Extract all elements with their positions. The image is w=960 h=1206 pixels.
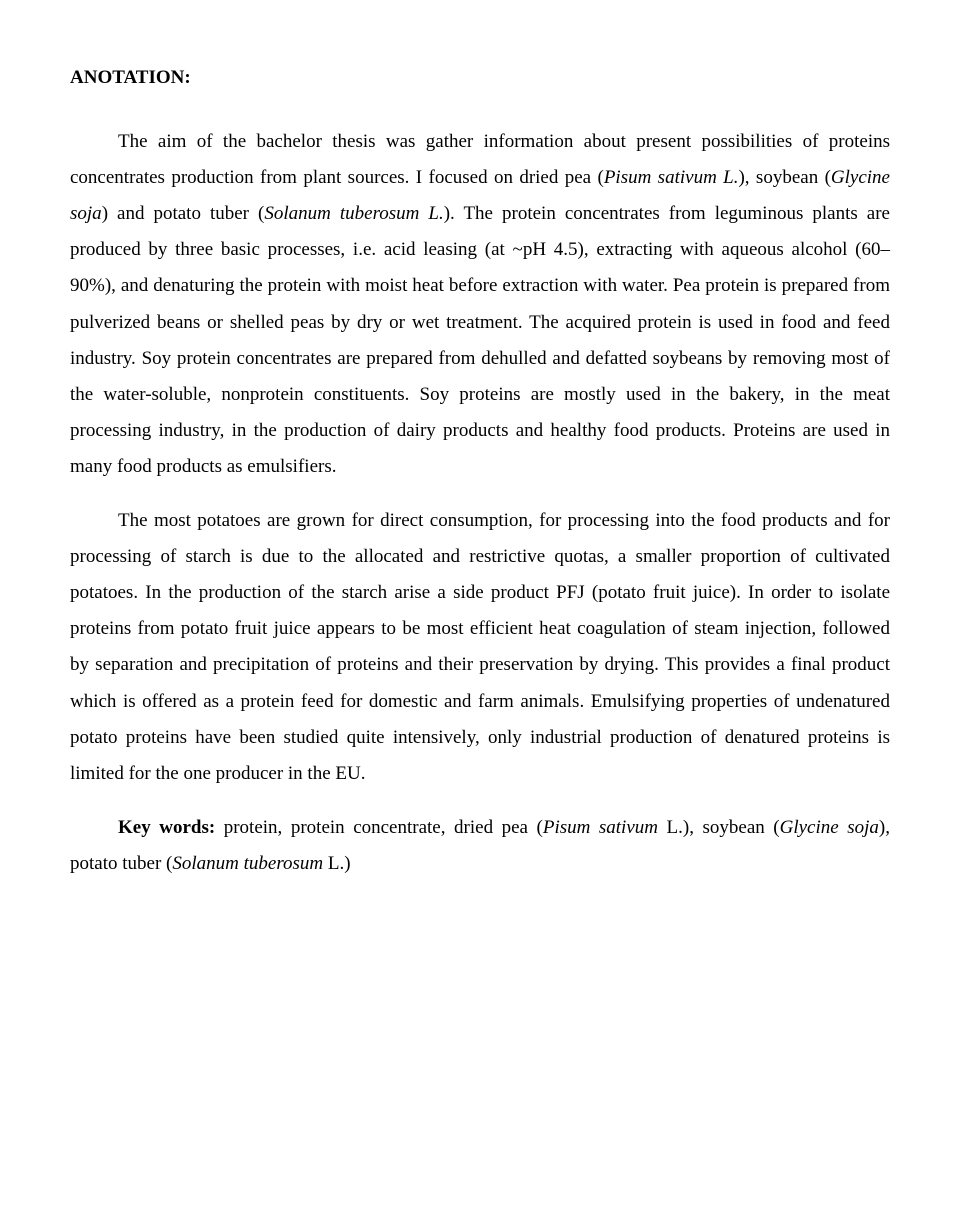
section-heading: ANOTATION:	[70, 60, 890, 96]
p3-text-4: L.)	[328, 853, 351, 874]
p1-text-4: ). The protein concentrates from legumin…	[70, 203, 890, 477]
p3-italic-3: Solanum tuberosum	[172, 853, 328, 874]
p1-text-3: ) and potato tuber (	[102, 203, 265, 224]
p3-text-1: protein, protein concentrate, dried pea …	[224, 817, 543, 838]
p3-text-2: L.), soybean (	[667, 817, 780, 838]
paragraph-keywords: Key words: protein, protein concentrate,…	[70, 810, 890, 882]
p3-italic-1: Pisum sativum	[543, 817, 667, 838]
p1-italic-1: Pisum sativum L.	[604, 167, 739, 188]
paragraph-2: The most potatoes are grown for direct c…	[70, 503, 890, 792]
p1-italic-3: Solanum tuberosum L.	[264, 203, 443, 224]
paragraph-1: The aim of the bachelor thesis was gathe…	[70, 124, 890, 485]
p1-text-2: ), soybean (	[738, 167, 830, 188]
p3-italic-2: Glycine soja	[780, 817, 879, 838]
keywords-label: Key words:	[118, 817, 224, 838]
